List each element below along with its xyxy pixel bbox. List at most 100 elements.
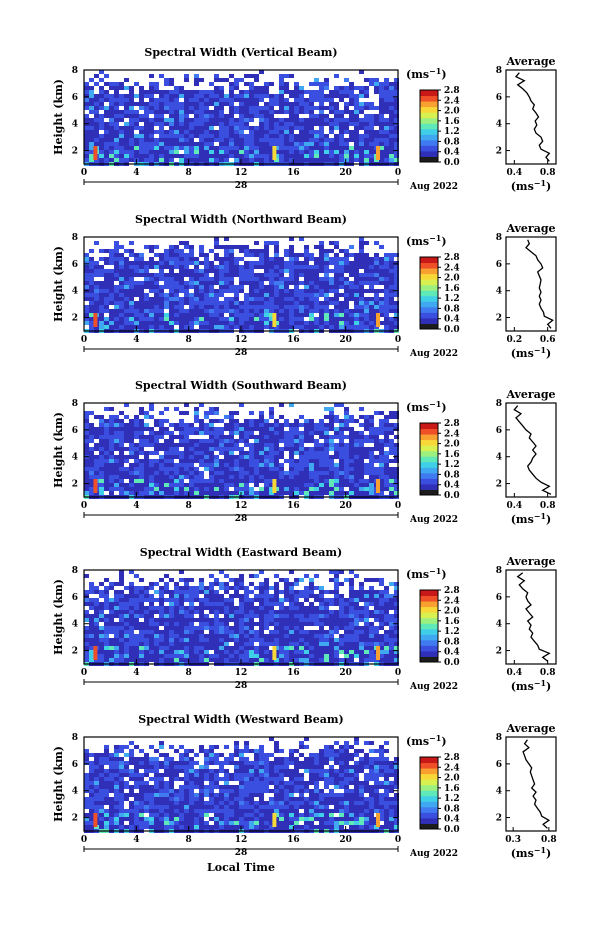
heatmap-cell	[269, 285, 274, 289]
heatmap-cell	[209, 261, 214, 265]
heatmap-cell	[259, 431, 264, 435]
heatmap-cell	[114, 415, 119, 419]
heatmap-cell	[329, 309, 334, 313]
heatmap-cell	[244, 285, 249, 289]
heatmap-cell	[219, 467, 224, 471]
heatmap-cell	[174, 114, 179, 118]
heatmap-cell	[189, 245, 194, 249]
heatmap-cell	[364, 431, 369, 435]
heatmap-cell	[139, 265, 144, 269]
heatmap-cell	[99, 82, 104, 86]
heatmap-cell	[134, 249, 139, 253]
heatmap-cell	[344, 138, 349, 142]
heatmap-cell	[184, 467, 189, 471]
heatmap-cell	[289, 297, 294, 301]
heatmap-cell	[319, 435, 324, 439]
heatmap-cell	[334, 431, 339, 435]
heatmap-cell	[114, 70, 119, 74]
heatmap-cell	[389, 309, 394, 313]
heatmap-cell	[344, 102, 349, 106]
heatmap-cell	[84, 467, 89, 471]
heatmap-cell	[314, 126, 319, 130]
heatmap-cell	[384, 403, 389, 407]
heatmap-cell	[234, 423, 239, 427]
heatmap-cell	[84, 427, 89, 431]
heatmap-cell	[139, 118, 144, 122]
heatmap-cell	[319, 110, 324, 114]
heatmap-cell	[369, 309, 374, 313]
heatmap-cell	[124, 451, 129, 455]
heatmap-cell	[339, 305, 344, 309]
x-tick-label: 0	[81, 501, 87, 511]
heatmap-cell	[379, 467, 384, 471]
heatmap-cell	[299, 427, 304, 431]
heatmap-cell	[369, 479, 374, 483]
heatmap-cell	[244, 293, 249, 297]
heatmap-cell	[139, 289, 144, 293]
heatmap-cell	[189, 146, 194, 150]
heatmap-streak	[272, 313, 277, 327]
heatmap-cell	[134, 102, 139, 106]
heatmap-cell	[124, 126, 129, 130]
heatmap-cell	[194, 435, 199, 439]
heatmap-cell	[389, 126, 394, 130]
heatmap-cell	[209, 78, 214, 82]
heatmap-cell	[394, 297, 399, 301]
heatmap-cell	[374, 74, 379, 78]
heatmap-cell	[214, 289, 219, 293]
heatmap-cell	[349, 154, 354, 158]
heatmap-cell	[159, 570, 164, 574]
heatmap-cell	[384, 122, 389, 126]
heatmap-cell	[384, 419, 389, 423]
heatmap-cell	[329, 134, 334, 138]
heatmap-cell	[94, 297, 99, 301]
heatmap-cell	[299, 138, 304, 142]
heatmap-cell	[394, 475, 399, 479]
profile-frame	[505, 236, 557, 332]
heatmap-cell	[224, 98, 229, 102]
heatmap-cell	[219, 261, 224, 265]
heatmap-cell	[129, 407, 134, 411]
heatmap-cell	[94, 237, 99, 241]
heatmap-cell	[384, 158, 389, 162]
heatmap-cell	[229, 78, 234, 82]
colorbar-swatch	[420, 156, 438, 163]
heatmap-cell	[144, 277, 149, 281]
heatmap-cell	[364, 459, 369, 463]
heatmap-cell	[199, 285, 204, 289]
heatmap-cell	[104, 90, 109, 94]
heatmap-cell	[139, 150, 144, 154]
heatmap-cell	[249, 102, 254, 106]
heatmap-cell	[384, 479, 389, 483]
heatmap-cell	[324, 423, 329, 427]
heatmap-cell	[189, 411, 194, 415]
heatmap-cell	[219, 94, 224, 98]
heatmap-cell	[319, 150, 324, 154]
heatmap-cell	[219, 269, 224, 273]
heatmap-cell	[229, 110, 234, 114]
heatmap-cell	[204, 305, 209, 309]
heatmap-cell	[279, 467, 284, 471]
heatmap-cell	[194, 94, 199, 98]
heatmap-cell	[234, 122, 239, 126]
heatmap-cell	[109, 443, 114, 447]
heatmap-cell	[249, 491, 254, 495]
heatmap-cell	[214, 130, 219, 134]
heatmap-cell	[389, 118, 394, 122]
heatmap-cell	[339, 467, 344, 471]
heatmap-cell	[274, 297, 279, 301]
heatmap-cell	[89, 70, 94, 74]
heatmap-cell	[309, 261, 314, 265]
heatmap-cell	[149, 491, 154, 495]
heatmap-cell	[84, 463, 89, 467]
heatmap-cell	[329, 403, 334, 407]
heatmap-cell	[359, 102, 364, 106]
heatmap-cell	[384, 463, 389, 467]
heatmap-cell	[354, 277, 359, 281]
heatmap-cell	[394, 241, 399, 245]
heatmap-cell	[89, 451, 94, 455]
heatmap-cell	[189, 94, 194, 98]
heatmap-cell	[189, 273, 194, 277]
heatmap-cell	[364, 245, 369, 249]
heatmap-cell	[259, 102, 264, 106]
